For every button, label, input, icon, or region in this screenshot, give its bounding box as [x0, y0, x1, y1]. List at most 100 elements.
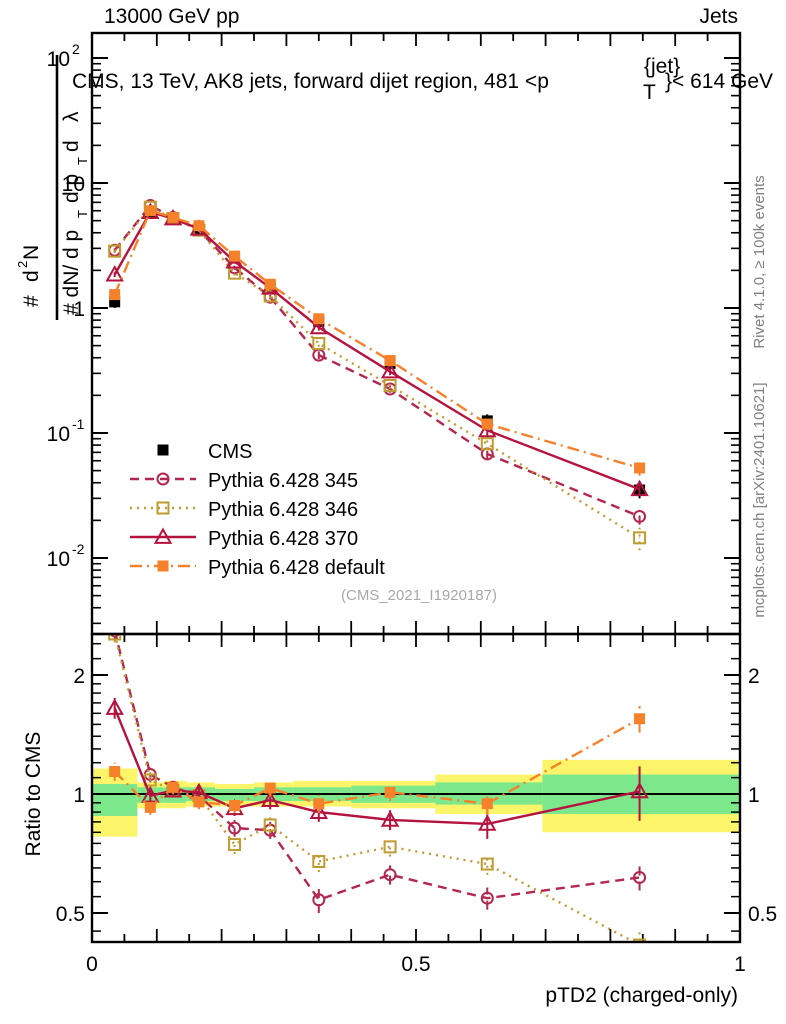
ratio-y-tick-labels: 210.5 [56, 665, 85, 926]
x-tick-label: 1 [734, 953, 746, 976]
x-tick-labels: 0 0.5 1 [86, 953, 746, 976]
data-point [478, 420, 497, 438]
ratio-data-point [109, 634, 121, 638]
legend-label: Pythia 6.428 default [208, 557, 385, 579]
ratio-y-tick-label: 2 [73, 665, 85, 688]
x-axis-label: pTD2 (charged-only) [545, 984, 738, 1007]
ratio-data-point [630, 781, 649, 799]
ratio-data-point [383, 840, 397, 854]
legend-label: CMS [208, 441, 252, 463]
ratio-data-point [313, 798, 325, 810]
series-line [113, 204, 641, 518]
ylabel-lambda: λ [60, 111, 83, 122]
ratio-series-line [113, 707, 640, 826]
ylabel-num-d: d [20, 270, 43, 282]
data-point [481, 418, 493, 430]
ratio-data-point [384, 786, 396, 798]
ratio-data-point [383, 868, 397, 882]
ratio-y-tick-label-right: 2 [748, 665, 760, 688]
ratio-data-point [633, 870, 647, 884]
legend-item[interactable]: Pythia 6.428 370 [130, 527, 358, 550]
band-green [92, 783, 138, 816]
ylabel-num-hash: # [20, 295, 43, 307]
main-title-sup: {jet} [644, 55, 680, 78]
y-tick-label-exponent: -2 [72, 541, 85, 557]
legend-label: Pythia 6.428 345 [208, 470, 358, 492]
legend-item[interactable]: Pythia 6.428 default [130, 557, 385, 579]
header-right: Jets [699, 5, 738, 28]
dataset-watermark: (CMS_2021_I1920187) [341, 587, 497, 604]
ratio-series-group [105, 634, 649, 942]
main-plot-title: CMS, 13 TeV, AK8 jets, forward dijet reg… [72, 55, 773, 104]
data-point [109, 296, 121, 308]
ratio-series-pythia-6-428-default [109, 705, 646, 815]
y-tick-label: 10 [47, 423, 70, 446]
ratio-plot-frame [90, 632, 742, 944]
ratio-data-point [480, 891, 494, 905]
ylabel-tail-sub: T [75, 157, 90, 165]
ratio-y-tick-label: 0.5 [56, 903, 85, 926]
ylabel-num-exp: 2 [15, 261, 30, 268]
ratio-data-point [109, 766, 121, 778]
ratio-series-line [113, 634, 637, 942]
ratio-panel: 210.5 210.5 Ratio to CMS 0 0.5 1 pTD2 (cha… [22, 632, 777, 1007]
data-point [633, 509, 647, 523]
ratio-data-point [229, 800, 241, 812]
data-point [108, 244, 122, 258]
data-point [480, 437, 494, 451]
y-tick-label: 1 [73, 298, 85, 321]
ylabel-num-N: N [20, 245, 43, 260]
legend-marker [156, 472, 170, 486]
main-axis-ticks [91, 33, 741, 634]
series-pythia-6-428-346 [108, 200, 647, 551]
main-series-group [105, 199, 649, 551]
ylabel-den: # dN/ d p [60, 230, 83, 315]
ratio-series-line [114, 634, 640, 902]
y-tick-label: 10 [47, 548, 70, 571]
ratio-series-line [113, 717, 641, 810]
legend-item[interactable]: Pythia 6.428 346 [130, 499, 358, 521]
main-title-sub: T [643, 81, 656, 104]
data-point [105, 265, 124, 282]
ratio-axis-ticks [91, 634, 741, 942]
legend-marker [157, 444, 169, 456]
main-title-tail: }< 614 GeV [665, 70, 773, 93]
data-point [167, 211, 179, 223]
ratio-data-point [144, 801, 156, 813]
ratio-y-tick-labels-right: 210.5 [748, 665, 777, 926]
legend: CMS Pythia 6.428 345 Pythia 6.428 346 Pythi… [130, 441, 385, 579]
ratio-data-point [264, 782, 276, 794]
side-text-top: Rivet 4.1.0, ≥ 100k events [751, 175, 768, 348]
ratio-data-point [167, 781, 179, 793]
ylabel-tail-d: d [60, 140, 83, 152]
ratio-data-point [380, 810, 400, 827]
ylabel-tail-dp: d p [60, 174, 83, 203]
legend-item[interactable]: Pythia 6.428 345 [130, 470, 358, 492]
ratio-data-point [312, 854, 326, 868]
data-point [634, 462, 646, 474]
main-y-axis-label: # d 2 N # dN/ d p T d p T d λ [15, 55, 90, 320]
ratio-y-tick-label-right: 0.5 [748, 903, 777, 926]
ratio-y-axis-label: Ratio to CMS [22, 732, 45, 857]
data-point [383, 378, 397, 392]
x-tick-label: 0.5 [401, 953, 430, 976]
data-point [144, 205, 156, 217]
data-point [380, 362, 400, 379]
ratio-data-point [312, 893, 326, 907]
ratio-data-point [634, 713, 646, 725]
legend-label: Pythia 6.428 346 [208, 499, 358, 521]
data-point [264, 278, 276, 290]
legend-item[interactable]: CMS [157, 441, 253, 463]
series-pythia-6-428-370 [105, 202, 649, 497]
ratio-data-point [309, 802, 329, 819]
ratio-data-point [481, 798, 493, 810]
ratio-y-tick-label: 1 [73, 784, 85, 807]
data-point [193, 220, 205, 232]
x-tick-label: 0 [86, 953, 98, 976]
ratio-data-point [480, 857, 494, 871]
y-tick-label-exponent: 2 [72, 41, 80, 57]
